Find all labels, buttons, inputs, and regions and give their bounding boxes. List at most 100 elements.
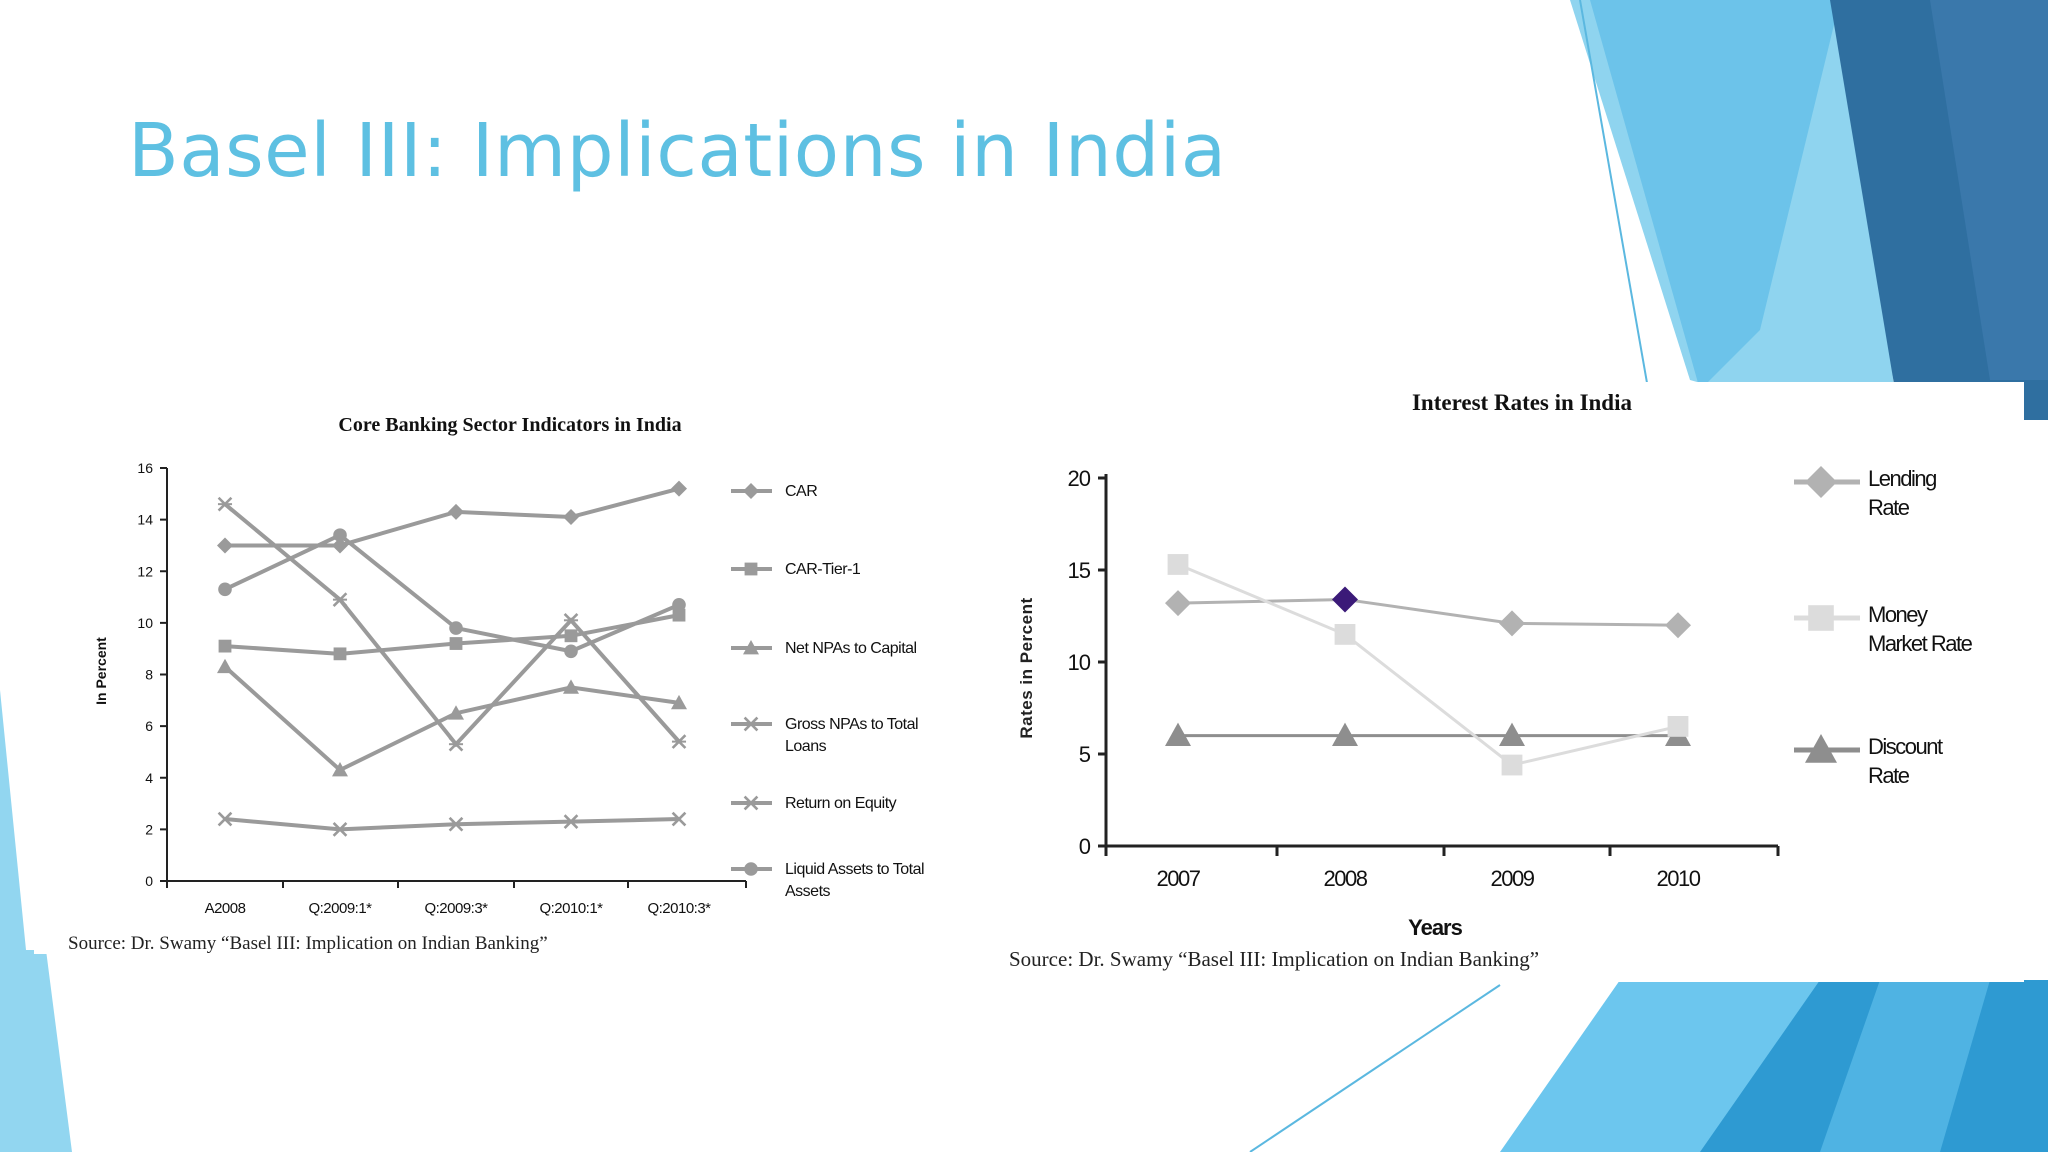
data-point-discount-rate-1 xyxy=(1332,722,1358,746)
chart-source-right: Source: Dr. Swamy “Basel III: Implicatio… xyxy=(1009,947,1540,971)
chart-source-left: Source: Dr. Swamy “Basel III: Implicatio… xyxy=(68,933,548,954)
legend-label-line-2: Assets xyxy=(785,883,831,900)
data-point-car-0 xyxy=(217,537,233,554)
y-tick-label-left-4: 4 xyxy=(145,770,153,786)
x-tick-label-left-q-2010-3: Q:2010:3* xyxy=(647,900,711,917)
chart-panel-core-banking: Core Banking Sector Indicators in India I… xyxy=(34,388,984,954)
y-tick-label-right-15: 15 xyxy=(1068,558,1091,583)
series-line-lending-rate xyxy=(1177,597,1679,627)
y-tick-label-left-0: 0 xyxy=(145,873,153,889)
data-point-lending-rate-1 xyxy=(1332,586,1358,613)
legend-marker-gross-npas-to-total-loans xyxy=(743,716,759,732)
data-point-lending-rate-2 xyxy=(1499,610,1525,637)
data-point-car-4 xyxy=(671,480,687,497)
x-axis-label-right: Years xyxy=(1408,915,1462,940)
legend-label-gross-npas-to-total-loans: Gross NPAs to Total Loans xyxy=(785,716,918,755)
data-point-discount-rate-2 xyxy=(1499,722,1525,746)
legend-label-return-on-equity: Return on Equity xyxy=(785,795,897,812)
legend-marker-money-market-rate xyxy=(1808,605,1834,631)
data-point-liquid-assets-to-total-assets-1 xyxy=(333,528,347,542)
legend-label-line-1: Liquid Assets to Total xyxy=(785,861,924,878)
chart-title-interest-rates: Interest Rates in India xyxy=(1412,390,1633,415)
legend-label-line-2: Loans xyxy=(785,738,827,755)
legend-marker-lending-rate xyxy=(1805,466,1837,498)
legend-label-net-npas-to-capital: Net NPAs to Capital xyxy=(785,640,917,657)
data-point-money-market-rate-3 xyxy=(1667,716,1689,737)
legend-label-line-2: Market Rate xyxy=(1868,631,1973,656)
y-tick-label-left-12: 12 xyxy=(137,563,153,579)
bg-shape-mid-right xyxy=(1590,0,1840,390)
x-tick-label-left-q-2009-1: Q:2009:1* xyxy=(308,900,372,917)
bg-shape-dark-right-2 xyxy=(1930,0,2048,380)
data-point-gross-npas-to-total-loans-3 xyxy=(563,814,579,829)
data-point-gross-npas-to-total-loans-4 xyxy=(671,811,687,827)
data-point-lending-rate-0 xyxy=(1165,590,1191,617)
x-tick-label-left-q-2009-3: Q:2009:3* xyxy=(424,900,488,917)
legend-label-line-2: Rate xyxy=(1868,763,1910,788)
interest-rates-chart: Interest Rates in India Rates in Percent Y… xyxy=(1017,390,1974,940)
bg-line-right xyxy=(1579,0,1651,401)
x-tick-label-right-2009: 2009 xyxy=(1491,866,1535,891)
y-tick-label-left-6: 6 xyxy=(145,718,153,734)
data-point-gross-npas-to-total-loans-1 xyxy=(332,822,348,837)
data-point-return-on-equity-2 xyxy=(448,736,464,752)
data-point-car-2 xyxy=(448,503,464,520)
y-tick-label-left-2: 2 xyxy=(145,821,153,837)
chart-title-core-banking: Core Banking Sector Indicators in India xyxy=(338,414,681,436)
data-point-gross-npas-to-total-loans-3-stroke-b xyxy=(563,814,579,829)
data-point-car-tier-1-2 xyxy=(449,637,463,650)
data-point-liquid-assets-to-total-assets-0 xyxy=(218,582,232,597)
bg-shape-bottom-right-mid xyxy=(1820,980,1990,1152)
y-tick-label-right-20: 20 xyxy=(1068,466,1091,491)
legend-marker-liquid-assets-to-total-assets xyxy=(744,862,758,876)
data-point-liquid-assets-to-total-assets-3 xyxy=(564,644,578,659)
data-point-return-on-equity-4 xyxy=(671,734,687,749)
legend-label-car-tier-1: CAR-Tier-1 xyxy=(785,561,861,578)
series-line-liquid-assets-to-total-assets xyxy=(224,532,680,654)
data-point-car-3 xyxy=(563,509,579,526)
x-tick-label-left-q-2010-1: Q:2010:1* xyxy=(539,900,603,917)
legend-label-line-1: CAR-Tier-1 xyxy=(785,561,861,578)
data-point-net-npas-to-capital-0 xyxy=(217,658,233,674)
data-point-liquid-assets-to-total-assets-4 xyxy=(672,598,686,612)
data-point-car-tier-1-4 xyxy=(672,608,686,622)
legend-label-line-1: Gross NPAs to Total xyxy=(785,716,918,733)
bg-line-bottom xyxy=(1249,984,1501,1152)
legend-label-line-1: CAR xyxy=(785,483,817,500)
x-tick-label-right-2008: 2008 xyxy=(1324,866,1368,891)
data-point-discount-rate-0 xyxy=(1165,722,1191,746)
x-tick-label-left-a2008: A2008 xyxy=(205,900,246,917)
data-point-car-1 xyxy=(332,537,348,554)
data-point-liquid-assets-to-total-assets-2 xyxy=(449,621,463,635)
legend-label-line-1: Discount xyxy=(1868,734,1943,759)
data-point-car-tier-1-1 xyxy=(333,647,347,661)
data-point-gross-npas-to-total-loans-4-stroke-b xyxy=(671,811,687,827)
y-axis-label-right: Rates in Percent xyxy=(1017,597,1036,738)
y-tick-label-right-0: 0 xyxy=(1079,834,1091,859)
data-point-gross-npas-to-total-loans-0-stroke-b xyxy=(217,811,233,827)
legend-marker-car xyxy=(743,483,759,499)
legend-label-money-market-rate: Money Market Rate xyxy=(1868,602,1973,656)
legend-marker-discount-rate xyxy=(1805,734,1837,763)
data-point-return-on-equity-0 xyxy=(217,496,233,512)
y-tick-label-right-10: 10 xyxy=(1068,650,1091,675)
data-point-gross-npas-to-total-loans-2 xyxy=(448,816,464,832)
chart-panel-interest-rates: Interest Rates in India Rates in Percent Y… xyxy=(992,382,2024,982)
legend-marker-net-npas-to-capital xyxy=(743,640,759,655)
data-point-net-npas-to-capital-4 xyxy=(671,694,687,710)
data-point-money-market-rate-2 xyxy=(1501,754,1523,776)
data-point-gross-npas-to-total-loans-1-stroke-b xyxy=(332,822,348,837)
legend-label-line-1: Return on Equity xyxy=(785,795,897,812)
legend-marker-car-tier-1 xyxy=(744,562,758,576)
data-point-net-npas-to-capital-1 xyxy=(332,762,348,777)
series-line-car xyxy=(225,486,680,548)
legend-label-line-1: Lending xyxy=(1868,466,1936,491)
data-point-net-npas-to-capital-2 xyxy=(448,705,464,720)
slide-title: Basel III: Implications in India xyxy=(128,108,1227,194)
legend-label-liquid-assets-to-total-assets: Liquid Assets to Total Assets xyxy=(785,861,924,900)
data-point-net-npas-to-capital-3 xyxy=(563,679,579,694)
x-tick-label-right-2007: 2007 xyxy=(1157,866,1201,891)
data-point-money-market-rate-1 xyxy=(1334,624,1356,645)
legend-label-line-2: Rate xyxy=(1868,495,1910,520)
legend-marker-gross-npas-to-total-loans-stroke-b xyxy=(743,716,759,732)
